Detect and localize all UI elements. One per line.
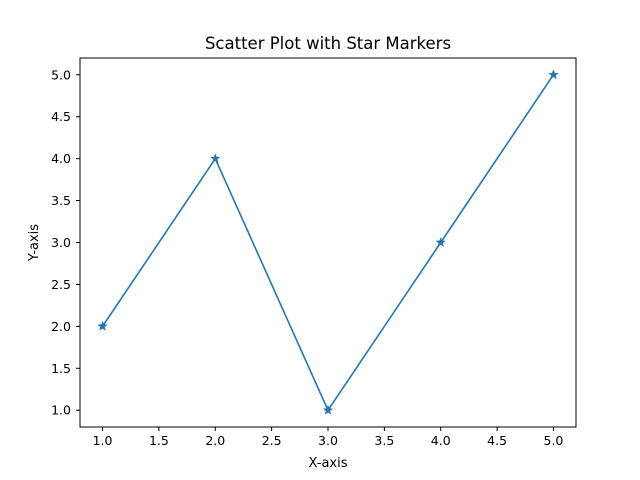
data-point-star bbox=[548, 69, 559, 80]
y-tick-label: 4.5 bbox=[51, 109, 71, 124]
y-axis-ticks: 1.0 1.5 2.0 2.5 3.0 3.5 4.0 4.5 5.0 bbox=[51, 67, 80, 418]
chart-title: Scatter Plot with Star Markers bbox=[205, 34, 451, 53]
series-layer bbox=[97, 69, 559, 415]
x-tick-label: 3.5 bbox=[374, 433, 394, 448]
x-tick-label: 4.5 bbox=[487, 433, 507, 448]
data-point-star bbox=[210, 153, 221, 164]
x-tick-label: 2.5 bbox=[262, 433, 282, 448]
y-tick-label: 3.5 bbox=[51, 193, 71, 208]
x-tick-label: 3.0 bbox=[318, 433, 338, 448]
data-point-star bbox=[435, 236, 446, 247]
x-tick-label: 1.5 bbox=[149, 433, 169, 448]
y-tick-label: 2.5 bbox=[51, 277, 71, 292]
y-tick-label: 1.0 bbox=[51, 403, 71, 418]
plot-frame bbox=[79, 57, 577, 428]
x-tick-label: 2.0 bbox=[205, 433, 225, 448]
y-tick-label: 4.0 bbox=[51, 151, 71, 166]
data-point-star bbox=[322, 404, 334, 415]
x-tick-label: 5.0 bbox=[544, 433, 564, 448]
x-axis-label: X-axis bbox=[309, 456, 348, 471]
data-point-star bbox=[97, 320, 108, 331]
x-axis-ticks: 1.0 1.5 2.0 2.5 3.0 3.5 4.0 4.5 5.0 bbox=[93, 427, 564, 448]
plot-area bbox=[80, 58, 576, 427]
x-tick-label: 1.0 bbox=[93, 433, 113, 448]
x-tick-label: 4.0 bbox=[431, 433, 451, 448]
y-tick-label: 1.5 bbox=[51, 361, 71, 376]
y-tick-label: 3.0 bbox=[51, 235, 71, 250]
y-tick-label: 5.0 bbox=[51, 67, 71, 82]
y-tick-label: 2.0 bbox=[51, 319, 71, 334]
y-axis-label: Y-axis bbox=[27, 224, 42, 262]
